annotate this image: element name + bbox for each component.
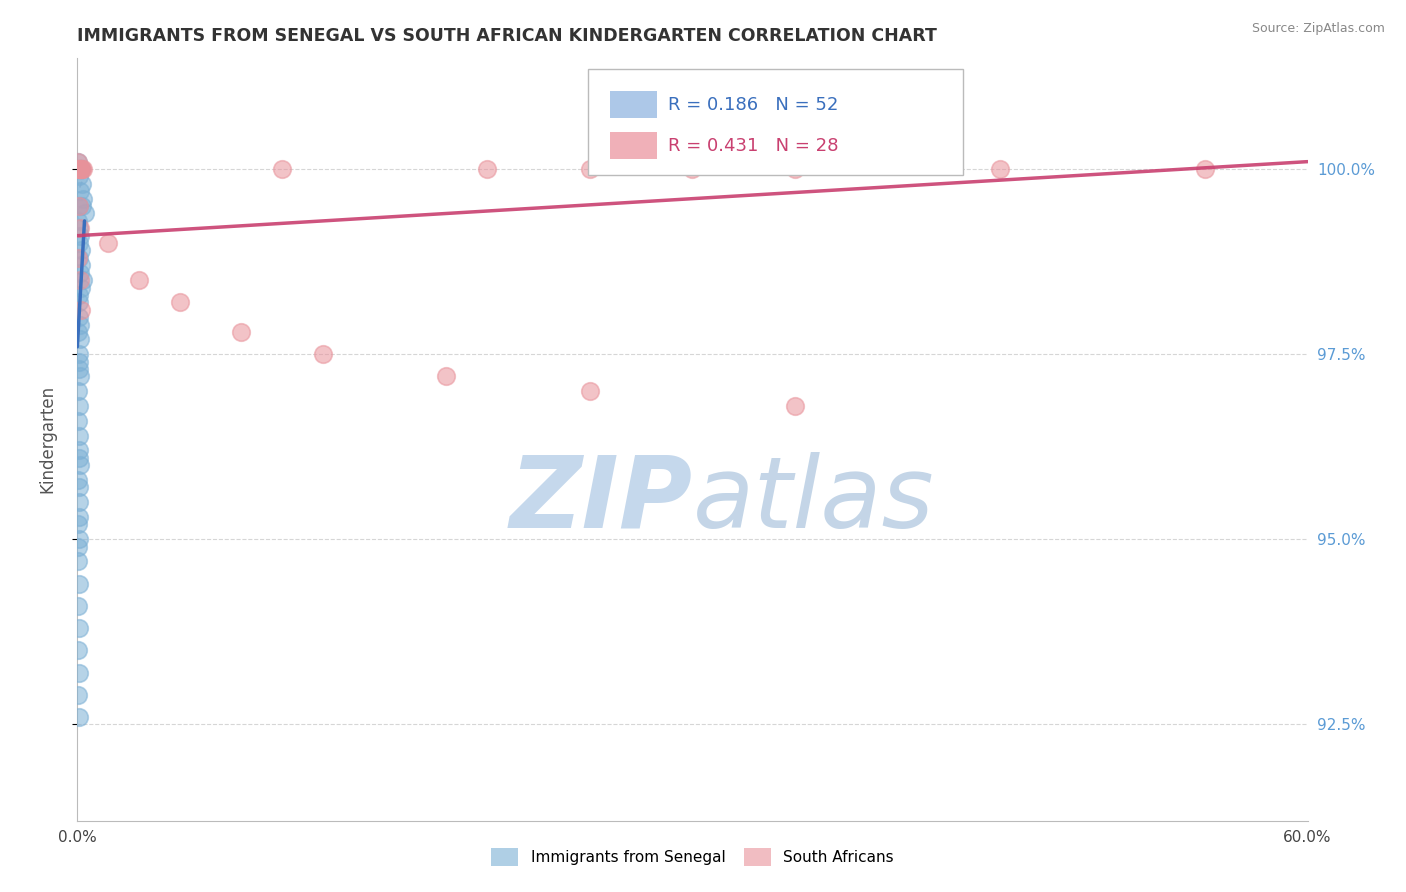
Point — [67, 295, 90, 310]
Point — [67, 199, 90, 213]
Point — [436, 369, 458, 384]
Point — [67, 495, 90, 509]
Point — [67, 443, 90, 458]
Point — [72, 162, 94, 177]
Point — [67, 554, 90, 568]
Point — [69, 369, 91, 384]
Point — [72, 162, 94, 177]
Point — [67, 517, 90, 532]
Point — [70, 258, 93, 272]
Point — [67, 510, 90, 524]
Text: Source: ZipAtlas.com: Source: ZipAtlas.com — [1251, 22, 1385, 36]
Point — [67, 154, 90, 169]
Text: R = 0.431   N = 28: R = 0.431 N = 28 — [668, 136, 838, 154]
Point — [72, 192, 94, 206]
Point — [231, 325, 253, 339]
Point — [169, 295, 191, 310]
Point — [69, 244, 91, 258]
Point — [67, 325, 90, 339]
Text: atlas: atlas — [693, 452, 934, 549]
Point — [72, 199, 94, 213]
Point — [1194, 162, 1216, 177]
Point — [69, 184, 91, 198]
Point — [67, 540, 90, 554]
Point — [69, 221, 91, 235]
Point — [67, 221, 90, 235]
Point — [988, 162, 1011, 177]
FancyBboxPatch shape — [610, 132, 657, 160]
Point — [97, 236, 120, 251]
Point — [67, 533, 90, 547]
Point — [67, 251, 90, 265]
Point — [67, 414, 90, 428]
Point — [67, 251, 90, 265]
Point — [67, 214, 90, 228]
Point — [69, 318, 91, 332]
Point — [67, 162, 90, 177]
FancyBboxPatch shape — [588, 70, 963, 175]
Point — [69, 332, 91, 346]
Point — [67, 236, 90, 251]
Point — [67, 665, 90, 680]
Point — [69, 266, 91, 280]
Point — [67, 362, 90, 376]
Point — [67, 169, 90, 184]
Point — [70, 280, 93, 294]
Point — [579, 384, 602, 399]
Point — [69, 228, 91, 243]
FancyBboxPatch shape — [610, 91, 657, 119]
Text: R = 0.186   N = 52: R = 0.186 N = 52 — [668, 95, 838, 113]
Point — [128, 273, 150, 287]
Point — [69, 273, 91, 287]
Point — [73, 206, 96, 220]
Point — [67, 399, 90, 413]
Point — [67, 354, 90, 368]
Point — [67, 288, 90, 302]
Legend: Immigrants from Senegal, South Africans: Immigrants from Senegal, South Africans — [486, 844, 898, 871]
Point — [70, 162, 93, 177]
Point — [72, 273, 94, 287]
Point — [312, 347, 335, 361]
Point — [67, 384, 90, 399]
Point — [783, 162, 806, 177]
Point — [67, 688, 90, 702]
Point — [271, 162, 294, 177]
Point — [67, 576, 90, 591]
Y-axis label: Kindergarten: Kindergarten — [38, 385, 56, 493]
Point — [67, 347, 90, 361]
Point — [783, 399, 806, 413]
Point — [67, 199, 90, 213]
Point — [70, 177, 93, 191]
Point — [67, 450, 90, 465]
Point — [70, 302, 93, 317]
Point — [67, 480, 90, 494]
Point — [67, 310, 90, 325]
Point — [69, 162, 91, 177]
Point — [67, 473, 90, 487]
Point — [67, 154, 90, 169]
Point — [67, 710, 90, 724]
Point — [67, 599, 90, 613]
Point — [67, 643, 90, 657]
Point — [67, 428, 90, 442]
Point — [70, 162, 93, 177]
Point — [69, 162, 91, 177]
Point — [477, 162, 499, 177]
Point — [69, 458, 91, 473]
Text: ZIP: ZIP — [509, 452, 693, 549]
Point — [69, 162, 91, 177]
Point — [682, 162, 704, 177]
Point — [67, 162, 90, 177]
Point — [579, 162, 602, 177]
Text: IMMIGRANTS FROM SENEGAL VS SOUTH AFRICAN KINDERGARTEN CORRELATION CHART: IMMIGRANTS FROM SENEGAL VS SOUTH AFRICAN… — [77, 28, 938, 45]
Point — [67, 621, 90, 635]
